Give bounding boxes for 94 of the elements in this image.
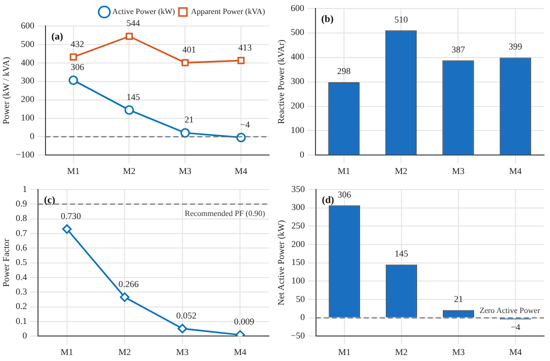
point — [126, 32, 133, 40]
ref-line-label: Zero Active Power — [480, 306, 540, 315]
y-tick-label: 0 — [300, 312, 306, 322]
data-label: 145 — [394, 248, 409, 258]
x-tick-label: M4 — [234, 166, 248, 176]
x-tick-label: M4 — [509, 346, 522, 357]
y-tick-label: 500 — [20, 38, 35, 49]
x-tick-label: M2 — [394, 166, 408, 176]
y-tick-label: 300 — [20, 76, 35, 86]
y-tick-label: 150 — [291, 257, 306, 268]
data-label: 413 — [238, 42, 252, 52]
point — [182, 59, 189, 66]
x-tick-label: M1 — [60, 346, 74, 357]
y-tick-label: 0.8 — [16, 213, 28, 224]
x-tick-label: M1 — [67, 166, 80, 176]
x-tick-label: M2 — [118, 346, 131, 357]
point — [236, 132, 246, 142]
y-tick-label: 0.1 — [16, 316, 28, 326]
data-label: 401 — [182, 44, 196, 55]
point — [62, 224, 72, 234]
data-label: 145 — [126, 92, 140, 102]
y-axis-title: Net Active Power (kW) — [276, 220, 286, 306]
y-tick-label: 400 — [20, 57, 35, 68]
y-tick-label: 0.3 — [16, 286, 28, 297]
y-tick-label: 500 — [290, 27, 305, 38]
data-label: 432 — [70, 38, 84, 49]
y-tick-label: 600 — [20, 20, 35, 30]
x-tick-label: M1 — [338, 346, 351, 357]
x-tick-label: M1 — [338, 166, 350, 176]
y-tick-label: 0 — [22, 330, 28, 341]
y-tick-label: −50 — [290, 330, 306, 341]
x-tick-label: M4 — [234, 346, 247, 357]
point — [180, 128, 190, 138]
y-tick-label: 100 — [291, 276, 306, 286]
point — [70, 53, 77, 61]
ref-line-label: Recommended PF (0.90) — [184, 209, 266, 218]
data-label: 306 — [338, 189, 352, 200]
data-label: 387 — [451, 44, 466, 54]
data-label: 21 — [184, 114, 194, 125]
y-tick-label: 350 — [291, 184, 306, 194]
point — [237, 56, 245, 64]
x-tick-label: M2 — [395, 346, 408, 357]
x-tick-label: M3 — [452, 346, 466, 357]
point — [124, 105, 134, 115]
legend-label: Active Power (kW) — [112, 7, 176, 16]
y-tick-label: 0 — [300, 150, 305, 160]
data-label: −4 — [240, 119, 250, 130]
y-tick-label: 100 — [20, 112, 35, 123]
data-label: 544 — [126, 18, 140, 28]
y-tick-label: 0.2 — [16, 301, 28, 312]
data-label: 21 — [454, 294, 463, 304]
data-label: −4 — [510, 322, 521, 332]
point — [68, 76, 78, 86]
point — [120, 292, 130, 302]
annotation: (a) — [51, 32, 64, 43]
data-label: 0.052 — [176, 310, 197, 320]
y-tick-label: 100 — [290, 125, 305, 136]
data-label: 298 — [337, 66, 352, 76]
data-label: 399 — [508, 41, 523, 52]
y-tick-label: 600 — [290, 2, 305, 13]
y-tick-label: 1 — [22, 184, 28, 194]
x-tick-label: M3 — [178, 166, 192, 176]
y-tick-label: 200 — [20, 94, 35, 104]
y-tick-label: 300 — [291, 202, 306, 212]
y-tick-label: 250 — [291, 220, 306, 230]
data-label: 510 — [394, 14, 408, 24]
y-tick-label: 50 — [296, 294, 306, 304]
y-tick-label: −100 — [16, 150, 35, 160]
y-tick-label: 0.6 — [16, 242, 28, 252]
annotation: (d) — [322, 194, 334, 206]
y-axis-title: Reactive Power (kVAr) — [276, 40, 286, 124]
y-tick-label: 200 — [291, 238, 306, 249]
annotation: (b) — [321, 14, 334, 25]
data-label: 306 — [70, 62, 85, 72]
y-tick-label: 0.5 — [16, 257, 28, 268]
legend-label: Apparent Power (kVA) — [190, 7, 266, 16]
x-tick-label: M3 — [176, 346, 190, 357]
x-tick-label: M3 — [452, 166, 465, 176]
y-tick-label: 300 — [290, 76, 305, 86]
data-label: 0.266 — [118, 279, 140, 290]
y-tick-label: 400 — [290, 52, 305, 62]
y-tick-label: 200 — [290, 100, 305, 111]
y-axis-title: Power (kW / kVA) — [0, 56, 11, 124]
x-tick-label: M4 — [509, 166, 522, 176]
y-tick-label: 0.4 — [16, 272, 28, 282]
data-label: 0.009 — [234, 316, 255, 327]
data-label: 0.730 — [60, 210, 82, 221]
y-tick-label: 0.9 — [16, 198, 28, 208]
y-tick-label: 0.7 — [16, 228, 28, 238]
y-axis-title: Power Factor — [0, 238, 11, 287]
x-tick-label: M2 — [122, 166, 136, 176]
y-tick-label: 0 — [30, 131, 35, 142]
point — [178, 324, 188, 334]
annotation: (c) — [44, 194, 56, 206]
